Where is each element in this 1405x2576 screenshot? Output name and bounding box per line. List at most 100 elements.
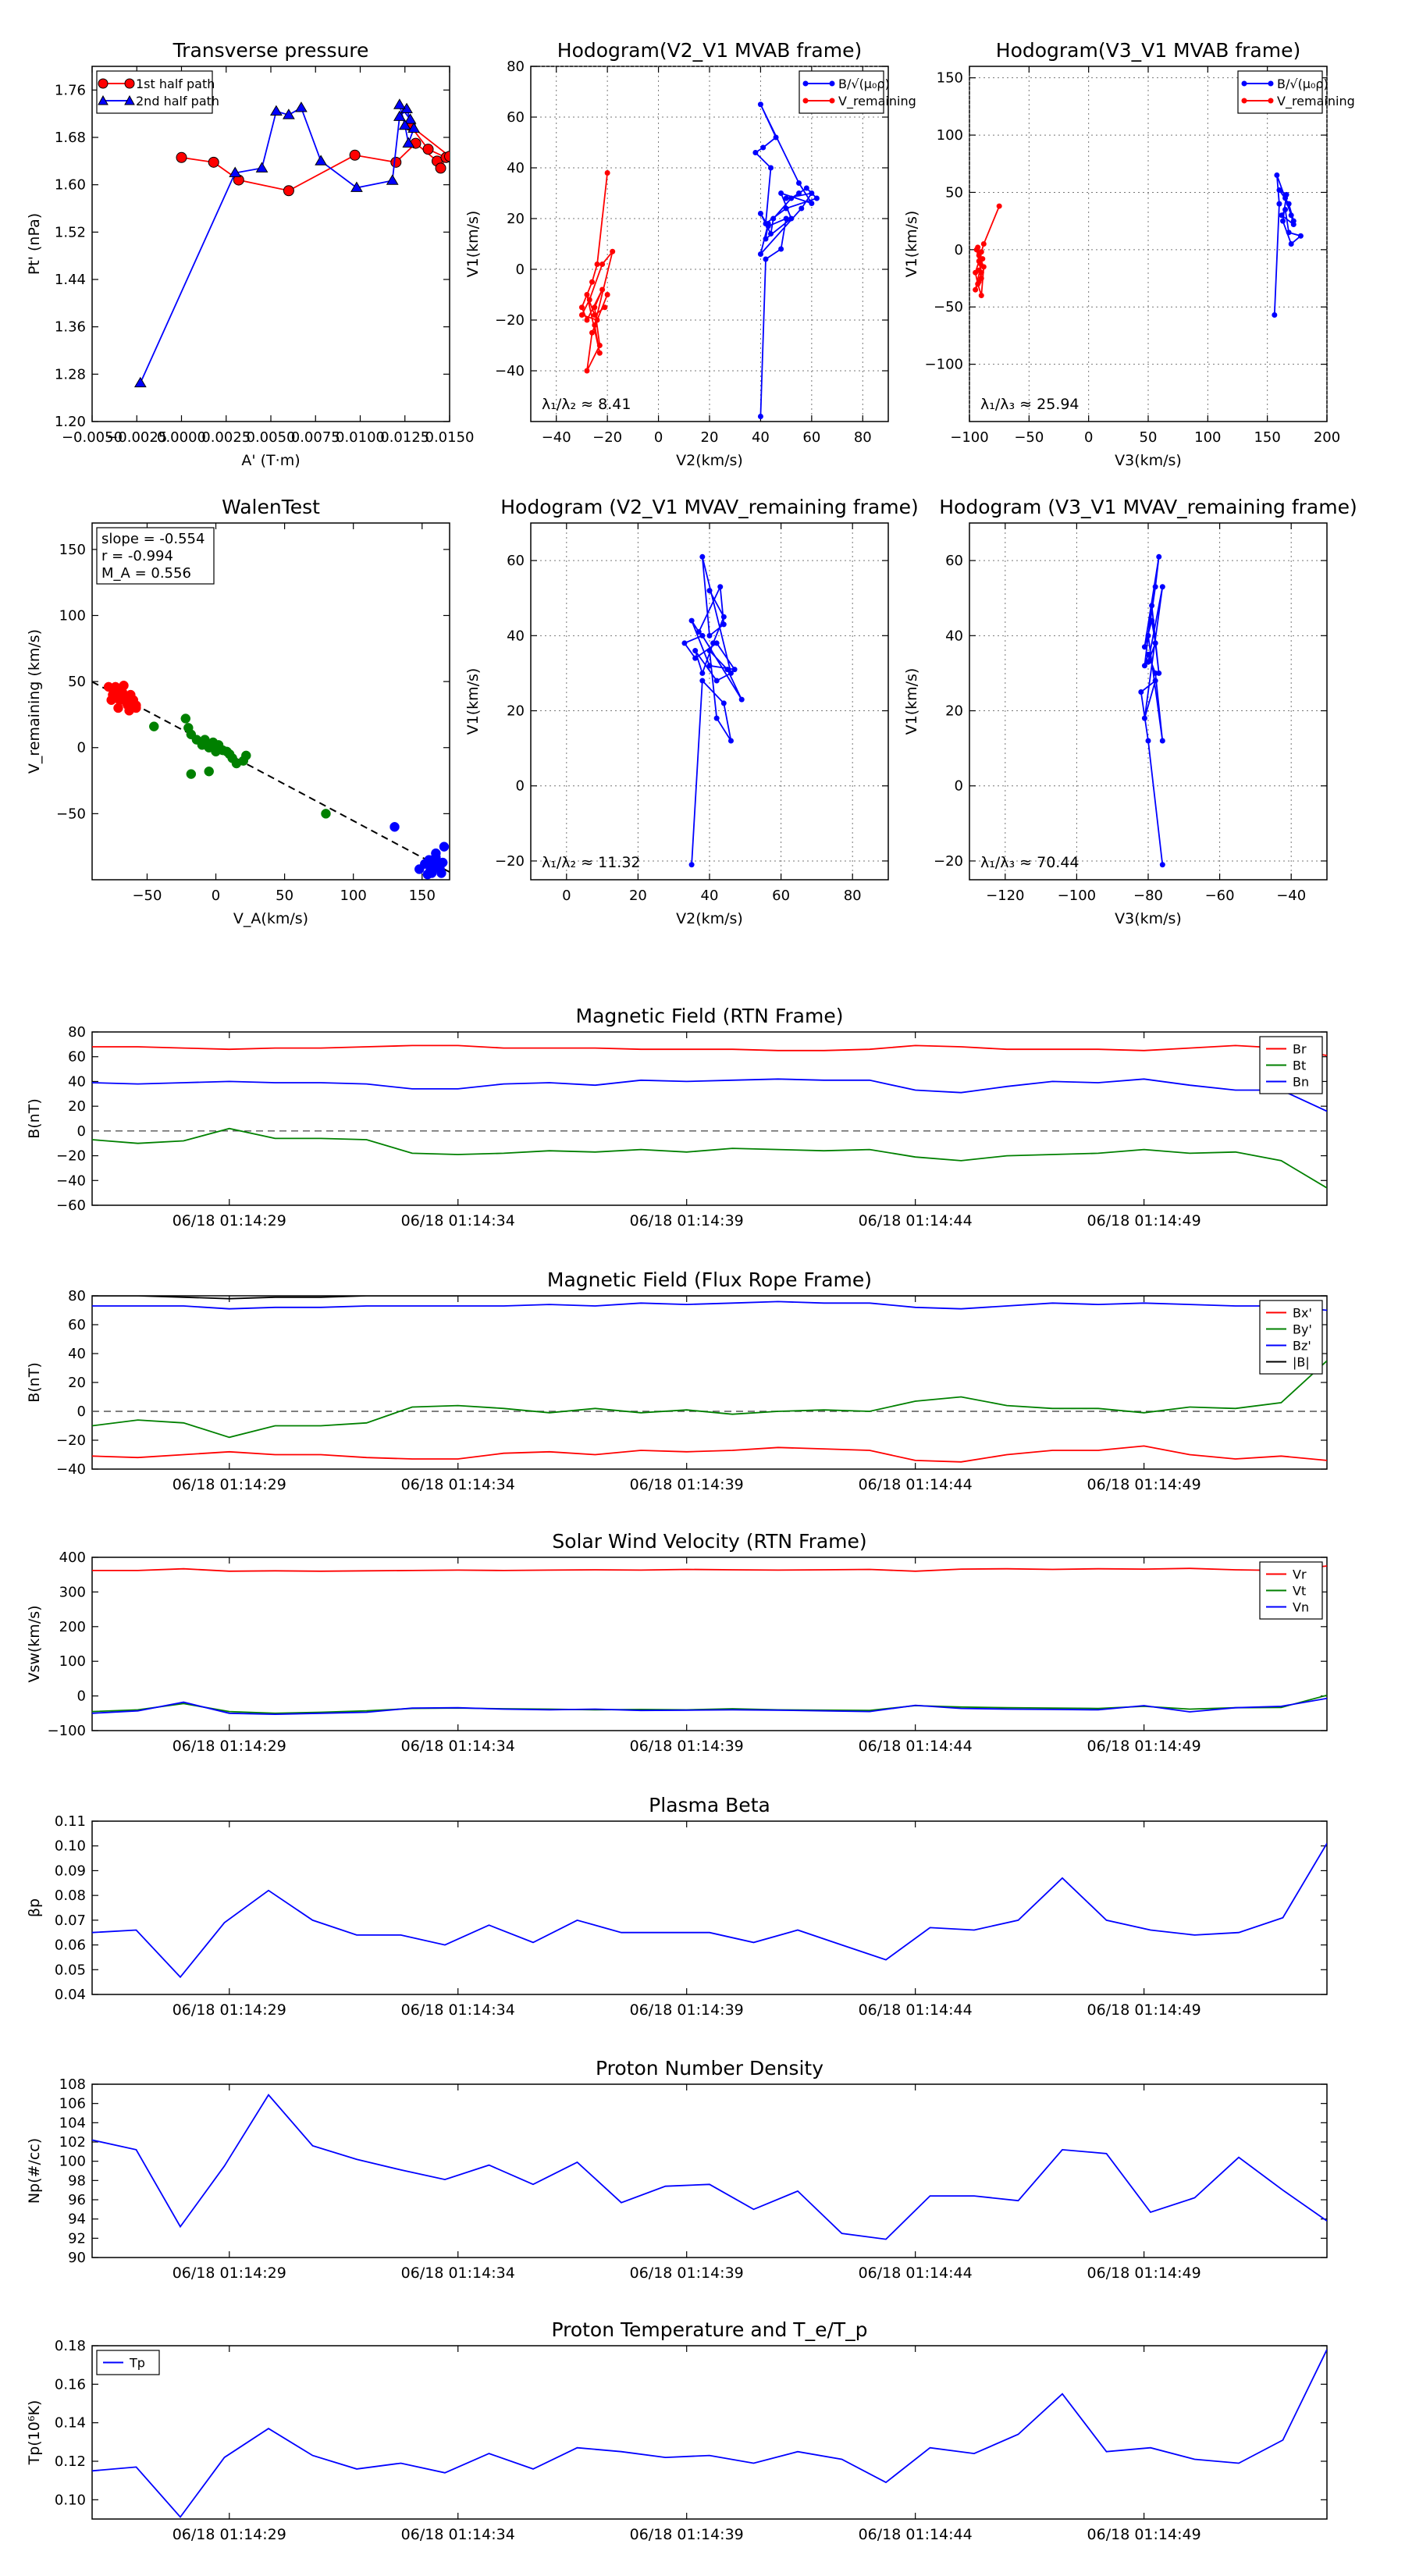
y-tick-label: −60	[56, 1197, 86, 1214]
data-point-v	[706, 648, 713, 654]
y-tick-label: 98	[68, 2172, 86, 2189]
data-point-v	[1145, 632, 1151, 639]
x-tick-label: 06/18 01:14:44	[859, 1476, 973, 1493]
legend-label: V_remaining	[838, 94, 916, 109]
y-tick-label: 40	[507, 160, 525, 176]
chart-title: Hodogram(V2_V1 MVAB frame)	[557, 39, 862, 62]
data-point-v-remaining	[589, 279, 596, 285]
data-point-v-remaining	[599, 262, 606, 267]
data-point-2nd-half-path	[269, 105, 283, 116]
x-tick-label: 06/18 01:14:49	[1087, 1738, 1201, 1755]
x-tick-label: −40	[542, 429, 571, 446]
x-axis-label: V2(km/s)	[676, 910, 743, 927]
x-tick-label: 0.0125	[380, 429, 429, 446]
y-axis-label: B(nT)	[26, 1362, 43, 1403]
x-tick-label: 06/18 01:14:34	[401, 2001, 515, 2019]
series-line-b	[92, 1296, 1327, 1300]
data-point-1st-half-path	[176, 151, 187, 163]
data-point-last	[389, 822, 400, 832]
y-tick-label: 150	[937, 70, 963, 87]
data-point-1st-half-path	[435, 162, 446, 174]
y-tick-label: 0.08	[55, 1888, 86, 1904]
data-point-b	[1276, 187, 1282, 194]
y-tick-label: 80	[68, 1024, 86, 1041]
data-point-b	[760, 144, 767, 151]
data-point-v	[713, 715, 720, 721]
data-point-v-remaining	[604, 292, 610, 297]
y-tick-label: 50	[68, 674, 86, 690]
data-point-v	[731, 667, 738, 673]
data-point-b	[1272, 312, 1278, 318]
x-tick-label: 06/18 01:14:34	[401, 1212, 515, 1229]
data-point-b	[768, 231, 774, 237]
data-point-v	[699, 553, 706, 560]
data-point-b	[763, 256, 769, 262]
data-point-b	[788, 215, 795, 222]
data-point-v	[1152, 640, 1158, 646]
x-tick-label: −0.0050	[62, 429, 123, 446]
x-tick-label: 60	[772, 888, 790, 904]
data-point-2nd-half-path	[402, 137, 415, 148]
x-tick-label: 0	[1084, 429, 1093, 446]
data-point-2nd-half-path	[255, 162, 269, 173]
data-point-v	[1141, 663, 1147, 669]
data-point-b	[783, 205, 789, 212]
legend-label: Bt	[1293, 1059, 1306, 1073]
x-tick-label: 06/18 01:14:39	[630, 2526, 744, 2543]
y-tick-label: 0.11	[55, 1813, 86, 1830]
y-tick-label: 1.20	[55, 414, 86, 430]
data-point-v-remaining	[584, 317, 590, 323]
x-tick-label: 0.0050	[247, 429, 296, 446]
data-point-v-remaining	[594, 317, 600, 323]
y-tick-label: 0.10	[55, 1838, 86, 1855]
plot-area	[92, 1843, 1327, 1979]
stats-text: slope = -0.554	[101, 531, 205, 547]
data-point-2nd-half-path	[315, 155, 327, 165]
chart-title: Magnetic Field (Flux Rope Frame)	[547, 1268, 872, 1291]
data-point-v-remaining	[589, 329, 596, 336]
series-line-b	[1273, 175, 1303, 315]
legend-marker	[1241, 80, 1247, 87]
plot-frame	[969, 66, 1328, 422]
y-tick-label: 0	[77, 1404, 86, 1420]
data-point-v-remaining	[980, 264, 987, 270]
chart-title: Hodogram (V2_V1 MVAV_remaining frame)	[500, 496, 919, 518]
data-point-v	[1145, 738, 1151, 744]
legend-marker	[829, 80, 835, 87]
data-point-b	[1286, 201, 1292, 207]
x-tick-label: 0.0075	[291, 429, 340, 446]
data-point-v	[699, 678, 706, 684]
data-point-1st-half-path	[283, 185, 294, 197]
plot-area	[92, 680, 450, 880]
data-point-2nd-half-path	[133, 376, 147, 388]
data-point-2nd-half-path	[393, 110, 406, 121]
data-point-v-remaining	[978, 293, 984, 299]
data-point-middle	[204, 766, 214, 777]
data-point-v	[720, 700, 727, 706]
legend-label: Bn	[1293, 1075, 1309, 1090]
data-point-v	[1145, 651, 1151, 657]
data-point-v-remaining	[980, 241, 987, 247]
series-line-vn	[92, 1697, 1327, 1716]
chart-title: Plasma Beta	[649, 1794, 770, 1816]
data-point-first	[124, 706, 134, 716]
legend-label: Vn	[1293, 1600, 1309, 1615]
data-point-b	[765, 221, 771, 226]
hodogram-v3v1-mvav-panel: −120 −100 −80 −60 −40 −20 0 20 40 60 Hodogram (V3_…	[903, 496, 1357, 927]
chart-title: Hodogram(V3_V1 MVAB frame)	[996, 39, 1300, 62]
data-point-v-remaining	[586, 297, 592, 303]
data-point-b	[799, 205, 805, 212]
legend-label: Bx'	[1293, 1306, 1312, 1321]
x-tick-label: 06/18 01:14:29	[173, 2265, 286, 2282]
y-tick-label: 0.05	[55, 1962, 86, 1978]
y-axis-label: V1(km/s)	[903, 668, 920, 735]
y-tick-label: 100	[59, 607, 86, 624]
y-tick-label: 300	[59, 1584, 86, 1600]
x-tick-label: 80	[854, 429, 872, 446]
y-tick-label: −100	[48, 1723, 86, 1739]
y-tick-label: 106	[59, 2096, 86, 2112]
data-point-b	[1276, 201, 1282, 207]
legend-label: Vr	[1293, 1567, 1307, 1582]
y-tick-label: 60	[507, 109, 525, 126]
data-point-b	[778, 246, 784, 252]
